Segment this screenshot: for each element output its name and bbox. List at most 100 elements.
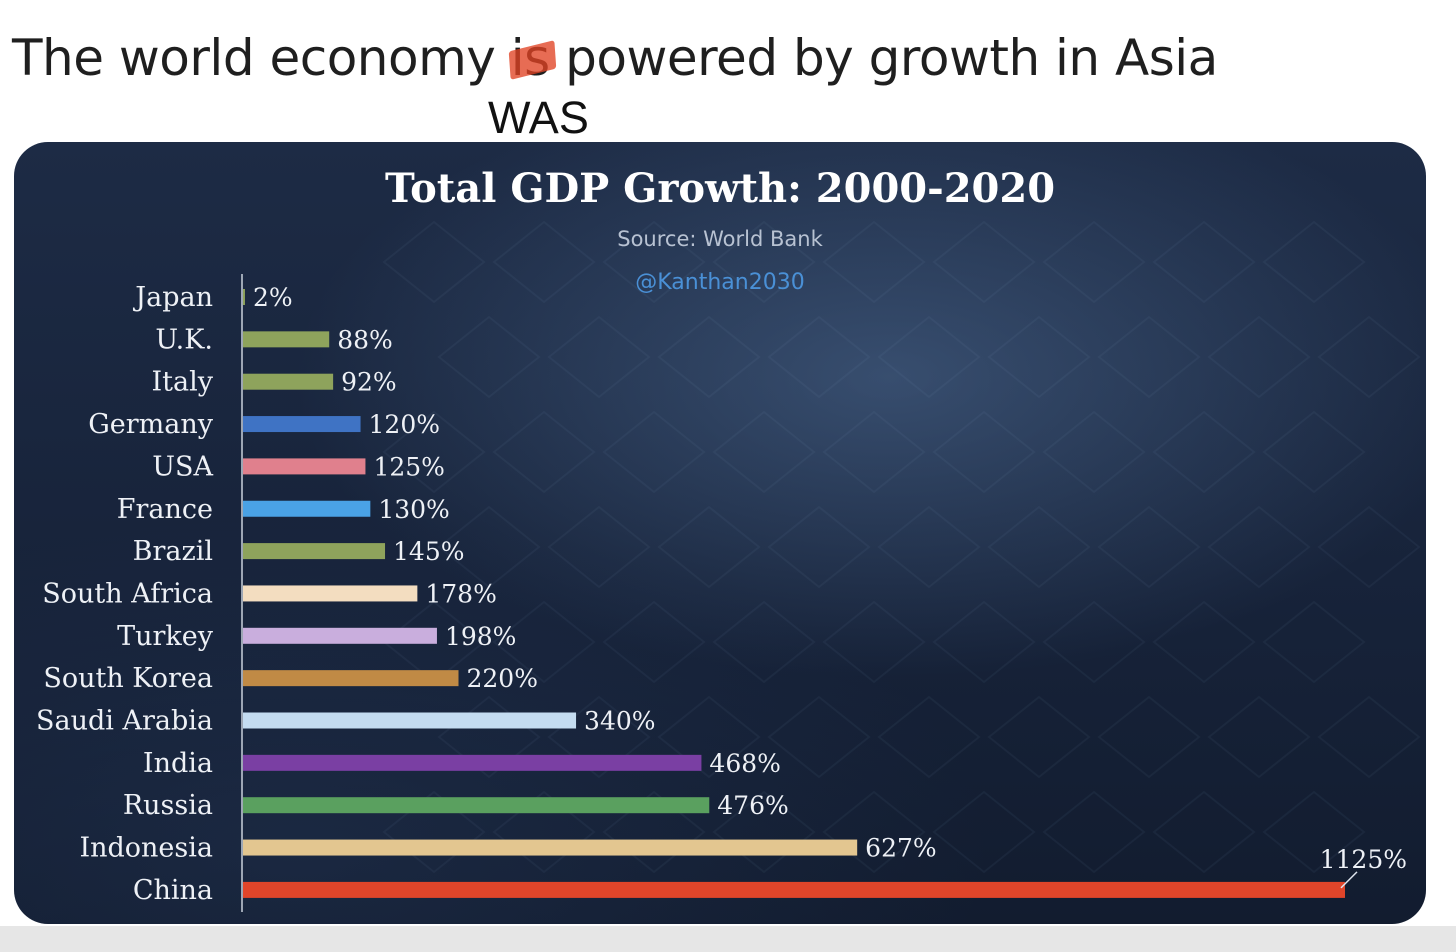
category-label: India xyxy=(143,748,213,779)
category-label: South Africa xyxy=(42,578,213,609)
background-diamond xyxy=(987,315,1091,399)
category-label: Russia xyxy=(123,790,213,821)
bar xyxy=(243,585,418,602)
background-diamond xyxy=(547,505,651,589)
bar xyxy=(243,839,858,856)
headline: The world economy is powered by growth i… xyxy=(12,26,1218,90)
bar xyxy=(243,289,245,305)
background-diamond xyxy=(1317,315,1421,399)
background-diamond xyxy=(437,315,541,399)
value-label: 220% xyxy=(467,664,538,693)
bar xyxy=(243,500,371,517)
background-diamond xyxy=(987,695,1091,779)
background-diamond xyxy=(1207,315,1311,399)
background-diamond xyxy=(932,600,1036,684)
background-diamond xyxy=(1262,410,1366,494)
background-diamond xyxy=(1152,220,1256,304)
bar-chart: Total GDP Growth: 2000-2020 Source: Worl… xyxy=(36,165,1421,912)
bar xyxy=(243,881,1345,898)
value-label: 476% xyxy=(717,791,788,820)
value-label: 125% xyxy=(373,452,444,481)
value-label: 1125% xyxy=(1320,845,1407,874)
background-diamond xyxy=(492,790,596,874)
background-diamond xyxy=(1262,600,1366,684)
value-label: 198% xyxy=(445,622,516,651)
background-diamond xyxy=(602,790,706,874)
background-diamond xyxy=(822,220,926,304)
category-label: Japan xyxy=(132,282,213,313)
background-diamond xyxy=(437,505,541,589)
bars-group: Japan 2% U.K. 88% Italy 92% Germany 120% USA 125%… xyxy=(36,282,1407,906)
background-diamond xyxy=(877,695,981,779)
background-diamond xyxy=(1262,790,1366,874)
category-label: China xyxy=(133,875,213,906)
background-diamond xyxy=(1152,790,1256,874)
background-diamond xyxy=(712,790,816,874)
headline-before: The world economy xyxy=(12,29,511,87)
category-label: USA xyxy=(152,451,213,482)
value-label: 120% xyxy=(369,410,440,439)
background-diamond xyxy=(1207,505,1311,589)
bar xyxy=(243,627,437,644)
background-diamond xyxy=(602,410,706,494)
value-label: 2% xyxy=(253,283,293,312)
chart-title: Total GDP Growth: 2000-2020 xyxy=(385,165,1055,212)
value-label: 88% xyxy=(337,325,393,354)
bottom-strip xyxy=(0,926,1456,952)
chart-panel: Total GDP Growth: 2000-2020 Source: Worl… xyxy=(14,142,1426,924)
background-diamond xyxy=(382,220,486,304)
bar xyxy=(243,797,710,814)
background-diamond xyxy=(767,695,871,779)
background-diamond xyxy=(712,410,816,494)
bar xyxy=(243,670,459,687)
background-diamond xyxy=(932,790,1036,874)
background-diamond xyxy=(1262,220,1366,304)
background-diamond xyxy=(932,410,1036,494)
background-diamond xyxy=(877,315,981,399)
background-diamond xyxy=(767,315,871,399)
background-diamond xyxy=(382,790,486,874)
background-diamond xyxy=(822,600,926,684)
chart-background-pattern xyxy=(382,220,1421,874)
category-label: Brazil xyxy=(133,536,213,567)
category-label: Indonesia xyxy=(79,833,213,864)
background-diamond xyxy=(1042,410,1146,494)
category-label: U.K. xyxy=(155,324,213,355)
background-diamond xyxy=(767,505,871,589)
bar xyxy=(243,373,334,390)
background-diamond xyxy=(657,505,761,589)
background-diamond xyxy=(1097,695,1201,779)
category-label: Italy xyxy=(151,367,213,398)
background-diamond xyxy=(822,790,926,874)
category-label: France xyxy=(117,494,213,525)
value-label: 178% xyxy=(425,579,496,608)
bar xyxy=(243,458,366,475)
background-diamond xyxy=(932,220,1036,304)
background-diamond xyxy=(1097,505,1201,589)
background-diamond xyxy=(1317,695,1421,779)
category-label: Germany xyxy=(88,409,214,440)
background-diamond xyxy=(382,410,486,494)
value-label: 130% xyxy=(378,495,449,524)
background-diamond xyxy=(1152,600,1256,684)
background-diamond xyxy=(712,600,816,684)
background-diamond xyxy=(1152,410,1256,494)
background-diamond xyxy=(877,505,981,589)
bar xyxy=(243,331,330,348)
category-label: Turkey xyxy=(117,621,214,652)
background-diamond xyxy=(1317,505,1421,589)
background-diamond xyxy=(657,695,761,779)
category-label: South Korea xyxy=(43,663,213,694)
background-diamond xyxy=(1207,695,1311,779)
background-diamond xyxy=(712,220,816,304)
background-diamond xyxy=(492,600,596,684)
background-diamond xyxy=(1097,315,1201,399)
background-diamond xyxy=(822,410,926,494)
background-diamond xyxy=(1042,220,1146,304)
background-diamond xyxy=(1042,600,1146,684)
bar xyxy=(243,416,361,433)
background-diamond xyxy=(657,315,761,399)
value-label: 92% xyxy=(341,368,397,397)
background-diamond xyxy=(1042,790,1146,874)
value-label: 627% xyxy=(865,834,936,863)
